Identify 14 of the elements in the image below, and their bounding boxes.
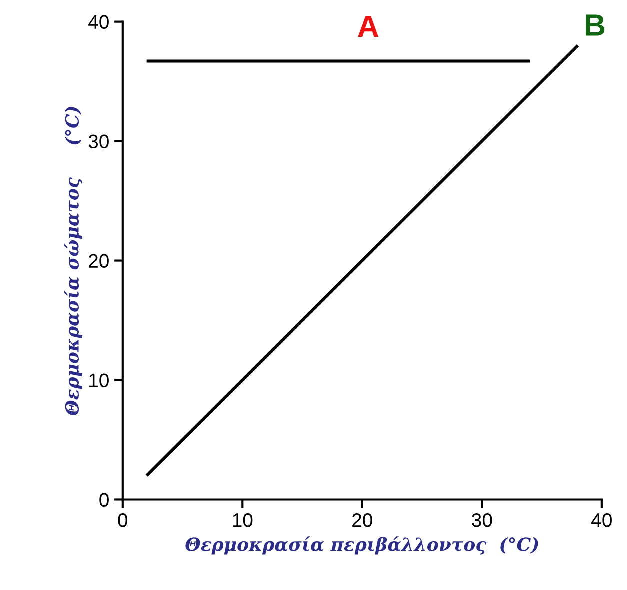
series-label: B (586, 14, 605, 36)
x-tick-label: 0 (118, 513, 128, 528)
x-axis-title: Θερμοκρασία περιβάλλοντος (°C) (186, 536, 538, 555)
x-tick-label: 30 (472, 513, 492, 528)
x-tick-label: 20 (352, 513, 372, 528)
y-tick-label: 40 (88, 15, 109, 30)
y-tick-label: 0 (100, 493, 109, 507)
y-axis-title: Θερμοκρασία σώματος (°C) (64, 107, 83, 416)
y-tick-label: 30 (88, 134, 109, 149)
y-tick-label: 10 (90, 374, 109, 388)
series-label: A (358, 16, 379, 37)
y-tick-label: 20 (89, 254, 109, 268)
x-tick-label: 10 (233, 513, 253, 528)
x-tick-label: 40 (592, 513, 612, 528)
